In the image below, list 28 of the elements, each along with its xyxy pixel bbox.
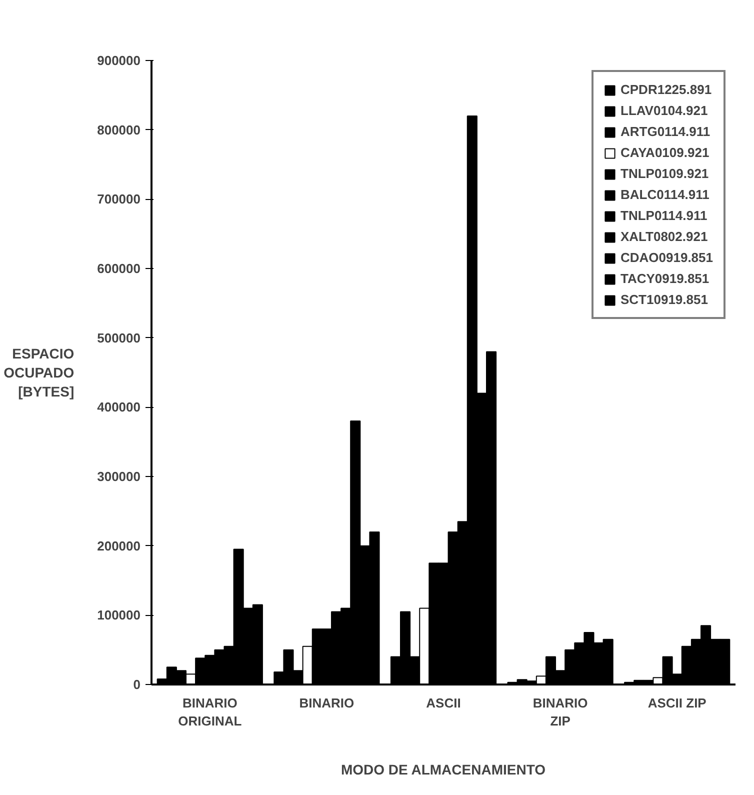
y-tick-label: 500000: [97, 330, 141, 346]
y-tick-label: 400000: [97, 400, 141, 415]
legend-label: XALT0802.921: [620, 229, 708, 244]
y-tick-label: 300000: [97, 469, 141, 484]
y-tick-label: 0: [133, 677, 141, 692]
x-tick-label: BINARIO: [299, 696, 354, 710]
y-tick-label: 700000: [97, 192, 141, 207]
legend-label: SCT10919.851: [620, 292, 708, 307]
y-tick-label: 800000: [97, 122, 141, 138]
legend-label: TACY0919.851: [620, 271, 710, 286]
legend-label: LLAV0104.921: [620, 103, 708, 118]
x-tick-label: BINARIO ZIP: [532, 696, 588, 728]
y-axis-title: ESPACIO OCUPADO [BYTES]: [4, 345, 74, 400]
legend-label: ARTG0114.911: [620, 124, 710, 139]
legend-label: CDAO0919.851: [620, 250, 713, 265]
y-tick-label: 900000: [97, 53, 141, 68]
x-tick-label: BINARIO ORIGINAL: [178, 696, 242, 728]
y-tick-label: 200000: [97, 538, 141, 554]
legend-label: TNLP0109.921: [620, 166, 709, 181]
x-tick-label: ASCII ZIP: [648, 696, 707, 710]
legend-label: CPDR1225.891: [620, 82, 712, 97]
legend-label: BALC0114.911: [620, 187, 710, 202]
legend-label: CAYA0109.921: [620, 145, 710, 160]
legend-label: TNLP0114.911: [620, 208, 708, 223]
y-tick-label: 100000: [97, 608, 141, 623]
x-axis-title: MODO DE ALMACENAMIENTO: [340, 762, 546, 778]
x-tick-label: ASCII: [426, 696, 461, 710]
y-tick-label: 600000: [97, 261, 141, 276]
